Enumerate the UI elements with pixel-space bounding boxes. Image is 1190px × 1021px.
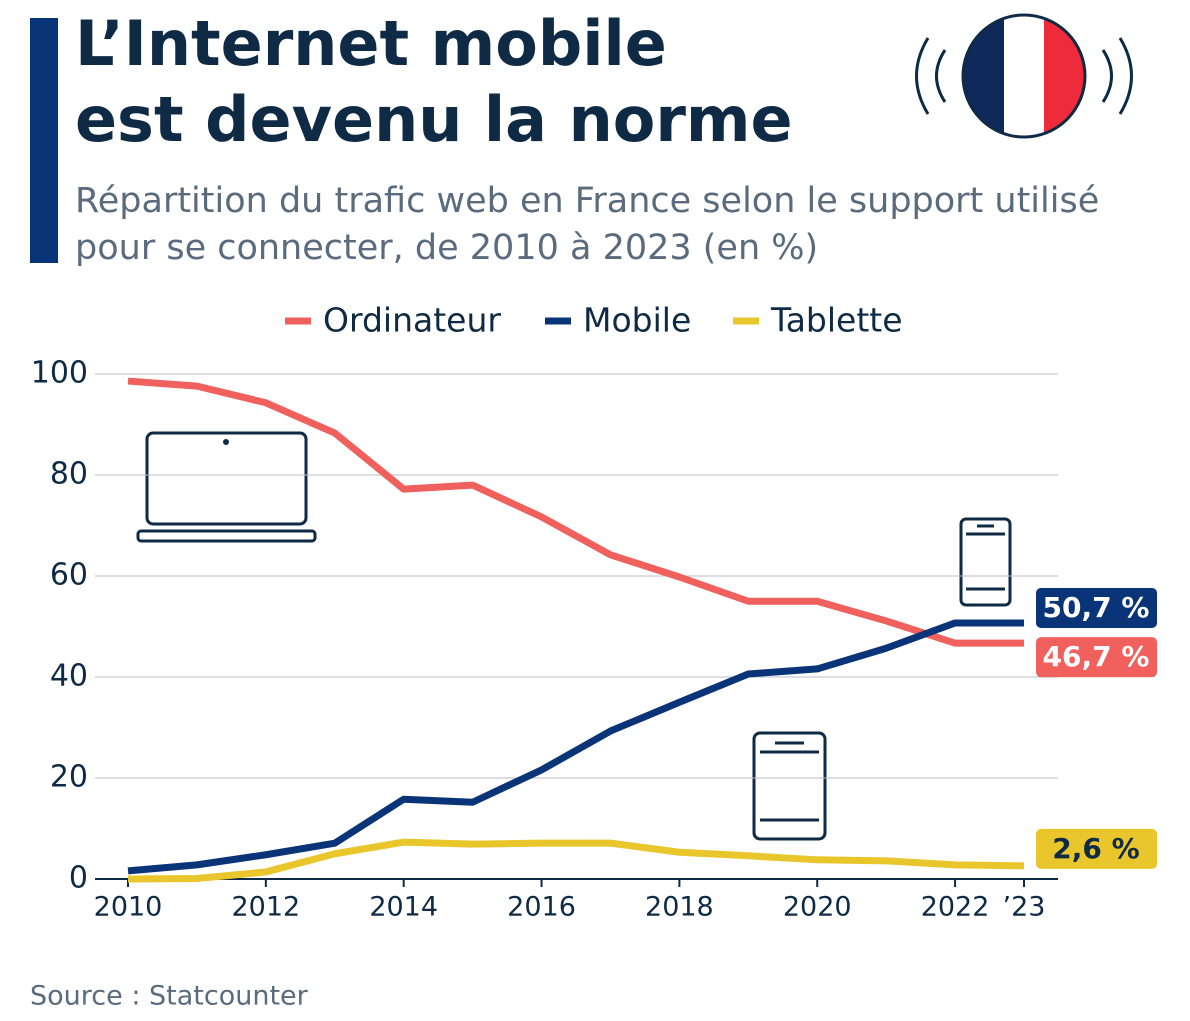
source: Source : Statcounter [30,981,309,1012]
x-tick-label: 2018 [645,892,714,923]
y-tick-label: 0 [69,861,88,896]
x-tick-label: 2014 [369,892,438,923]
y-tick-label: 40 [50,659,88,694]
x-tick-label: 2022 [921,892,990,923]
title-bar [30,18,58,263]
y-tick-label: 80 [50,457,88,492]
x-tick-label: 2020 [783,892,852,923]
x-tick-label: 2016 [507,892,576,923]
y-tick-label: 60 [50,558,88,593]
value-label: 46,7 % [1043,640,1150,673]
value-label: 2,6 % [1052,832,1139,865]
legend-label: Mobile [583,301,691,340]
legend-label: Ordinateur [323,301,501,340]
phone-icon [959,517,1012,607]
value-label-box [1036,828,1157,869]
series-line [127,838,1025,883]
series-line [127,377,1024,647]
x-tick-label: 2010 [94,892,163,923]
value-label-box [1036,637,1157,678]
flag-icon [915,13,1133,139]
x-tick-label: ’23 [1003,892,1046,923]
x-tick-label: 2012 [231,892,300,923]
chart-title: est devenu la norme [75,83,793,156]
laptop-icon [136,431,317,543]
y-tick-label: 20 [50,760,88,795]
legend-label: Tablette [770,301,903,340]
y-tick-label: 100 [31,356,88,391]
value-label-box [1036,587,1157,628]
value-label: 50,7 % [1043,591,1150,624]
tablet-icon [752,731,827,841]
chart-title: L’Internet mobile [75,7,667,80]
subtitle: pour se connecter, de 2010 à 2023 (en %) [75,228,818,268]
series-line [127,619,1024,875]
subtitle: Répartition du trafic web en France selo… [75,181,1099,221]
